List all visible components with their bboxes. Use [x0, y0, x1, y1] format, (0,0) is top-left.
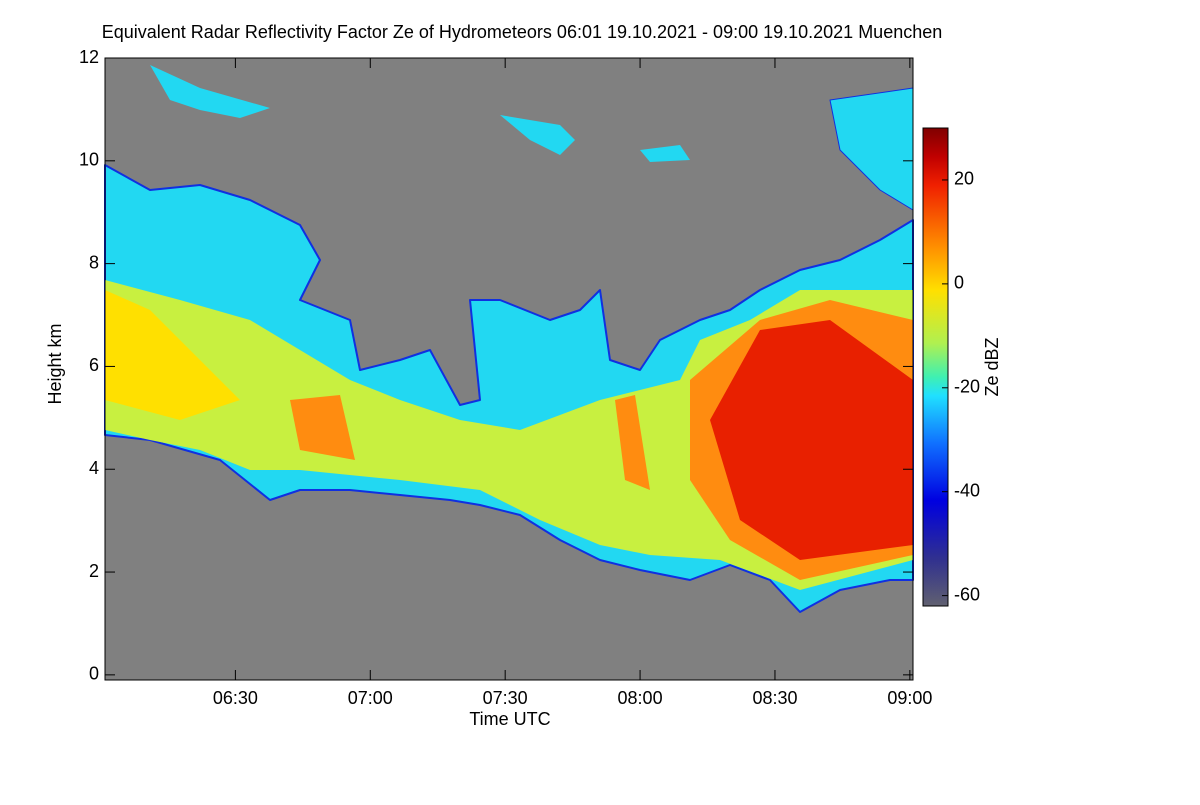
x-axis-label: Time UTC [469, 709, 550, 729]
y-tick-label: 6 [89, 355, 99, 375]
echo-field [104, 65, 914, 613]
plot-frame [104, 57, 914, 681]
colorbar-tick-label: 0 [954, 273, 964, 293]
x-tick-label: 08:00 [618, 688, 663, 708]
x-tick-label: 07:30 [483, 688, 528, 708]
colorbar-tick-label: -20 [954, 377, 980, 397]
x-tick-label: 06:30 [213, 688, 258, 708]
colorbar-tick-label: 20 [954, 169, 974, 189]
chart-title: Equivalent Radar Reflectivity Factor Ze … [102, 22, 943, 42]
colorbar-tick-label: -40 [954, 480, 980, 500]
y-tick-label: 4 [89, 458, 99, 478]
x-tick-label: 07:00 [348, 688, 393, 708]
y-tick-label: 12 [79, 47, 99, 67]
y-tick-label: 2 [89, 561, 99, 581]
colorbar-tick-label: -60 [954, 584, 980, 604]
y-tick-label: 0 [89, 664, 99, 684]
colorbar [922, 127, 949, 607]
x-tick-label: 09:00 [887, 688, 932, 708]
x-tick-label: 08:30 [752, 688, 797, 708]
y-tick-label: 8 [89, 252, 99, 272]
y-axis-label: Height km [45, 323, 65, 404]
colorbar-label: Ze dBZ [982, 337, 1002, 396]
y-tick-label: 10 [79, 150, 99, 170]
